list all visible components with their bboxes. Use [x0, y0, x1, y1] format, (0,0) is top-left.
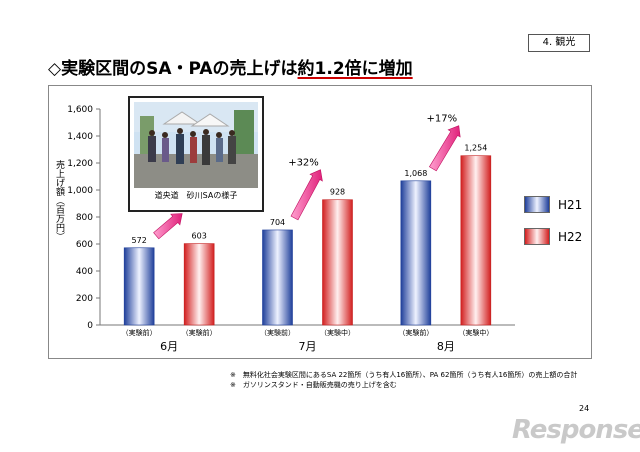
y-tick-label: 1,400 — [67, 132, 93, 142]
y-tick-label: 400 — [76, 267, 93, 277]
data-label: 1,068 — [404, 169, 427, 178]
growth-arrow — [290, 169, 323, 221]
watermark-logo: Response. — [512, 415, 640, 445]
bar-sublabel: （実験前） — [260, 328, 295, 337]
photo-inset: 道央道 砂川SAの様子 — [128, 96, 264, 212]
bar-sublabel: （実験前） — [122, 328, 157, 337]
y-axis-label: 売上げ額（百万円） — [54, 160, 64, 241]
legend-swatch-h22 — [524, 228, 550, 245]
x-tick-label: 8月 — [437, 340, 455, 353]
chart-frame — [48, 85, 592, 359]
footnote: ※ ガソリンスタンド・自動販売機の売り上げを含む — [230, 381, 397, 389]
legend-label-h22: H22 — [558, 229, 583, 244]
bar-h21 — [262, 229, 293, 326]
legend-label-h21: H21 — [558, 197, 583, 212]
y-tick-label: 600 — [76, 240, 93, 250]
y-tick-label: 1,200 — [67, 159, 93, 169]
bar-h21 — [123, 247, 155, 326]
bar-sublabel: （実験中） — [458, 328, 493, 337]
growth-arrow — [153, 213, 183, 240]
data-label: 1,254 — [464, 144, 487, 153]
legend-swatch-h21 — [524, 196, 550, 213]
photo-illustration — [134, 102, 258, 188]
footnotes: ※ 無料化社会実験区間にあるSA 22箇所（うち有人16箇所）、PA 62箇所（… — [230, 370, 577, 390]
footnote: ※ 無料化社会実験区間にあるSA 22箇所（うち有人16箇所）、PA 62箇所（… — [230, 371, 578, 379]
y-tick-label: 800 — [76, 213, 93, 223]
growth-label: +17% — [427, 114, 458, 125]
page-number: 24 — [579, 404, 590, 413]
service-area-photo — [134, 102, 258, 188]
bar-sublabel: （実験前） — [182, 328, 217, 337]
growth-arrow — [428, 125, 461, 172]
x-tick-label: 6月 — [160, 340, 178, 353]
title-part1: ◇実験区間のSA・PAの売上げは — [48, 59, 298, 79]
title-highlight: 約1.2倍に増加 — [297, 59, 413, 79]
photo-caption: 道央道 砂川SAの様子 — [154, 191, 238, 200]
y-tick-label: 0 — [87, 321, 93, 331]
bar-h22 — [183, 243, 215, 326]
data-label: 704 — [270, 218, 285, 227]
data-label: 603 — [192, 232, 207, 241]
growth-label: +32% — [288, 158, 319, 169]
bar-h22 — [460, 155, 492, 326]
data-label: 928 — [330, 188, 345, 197]
legend-item-h22: H22 — [524, 228, 582, 245]
section-tag: 4. 観光 — [528, 34, 590, 52]
y-tick-label: 1,000 — [67, 186, 93, 196]
y-tick-label: 200 — [76, 294, 93, 304]
page-title: ◇実験区間のSA・PAの売上げは約1.2倍に増加 — [48, 54, 413, 79]
bar-h21 — [400, 180, 432, 326]
bar-sublabel: （実験前） — [398, 328, 433, 337]
x-tick-label: 7月 — [299, 340, 317, 353]
y-tick-label: 1,600 — [67, 105, 93, 115]
bar-h22 — [322, 199, 353, 326]
bar-sublabel: （実験中） — [320, 328, 355, 337]
data-label: 572 — [132, 236, 147, 245]
legend-item-h21: H21 — [524, 196, 582, 213]
